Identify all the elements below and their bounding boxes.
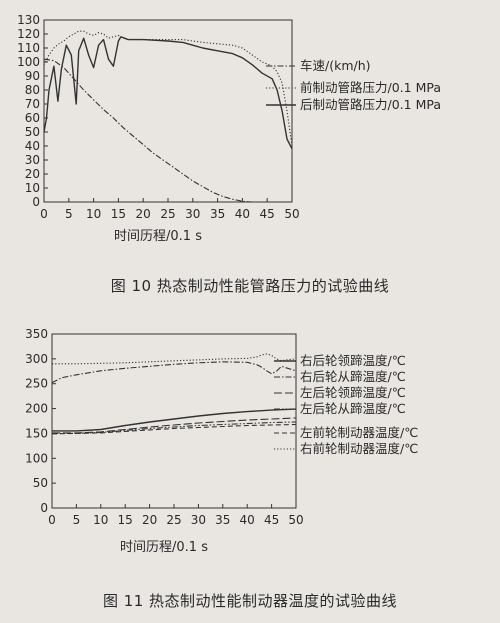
y-tick-label: 100 — [25, 451, 48, 465]
x-tick-label: 40 — [240, 513, 255, 527]
y-tick-label: 50 — [33, 476, 48, 490]
y-tick-label: 60 — [25, 111, 40, 125]
legend-label-1: 右后轮从蹄温度/℃ — [300, 369, 406, 384]
x-tick-label: 50 — [284, 207, 299, 221]
x-tick-label: 10 — [93, 513, 108, 527]
y-tick-label: 20 — [25, 167, 40, 181]
x-axis-label: 时间历程/0.1 s — [120, 540, 208, 555]
y-tick-label: 120 — [17, 27, 40, 41]
x-tick-label: 15 — [111, 207, 126, 221]
x-tick-label: 35 — [210, 207, 225, 221]
y-tick-label: 80 — [25, 83, 40, 97]
y-tick-label: 300 — [25, 352, 48, 366]
x-tick-label: 5 — [65, 207, 73, 221]
figure-10-caption: 图 10 热态制动性能管路压力的试验曲线 — [110, 277, 390, 295]
x-tick-label: 40 — [235, 207, 250, 221]
x-tick-label: 0 — [40, 207, 48, 221]
y-tick-label: 70 — [25, 97, 40, 111]
y-tick-label: 30 — [25, 153, 40, 167]
series-line-0 — [43, 58, 263, 203]
x-axis-label: 时间历程/0.1 s — [114, 229, 202, 244]
x-tick-label: 50 — [288, 513, 303, 527]
series-line-1 — [43, 30, 293, 147]
series-line-1 — [51, 361, 297, 384]
series-line-2 — [52, 417, 297, 434]
y-tick-label: 110 — [17, 41, 40, 55]
x-tick-label: 10 — [86, 207, 101, 221]
legend-label-0: 车速/(km/h) — [300, 58, 371, 73]
legend-label-1: 前制动管路压力/0.1 MPa — [300, 80, 441, 95]
legend-label-2: 左后轮领蹄温度/℃ — [300, 385, 406, 400]
x-tick-label: 20 — [142, 513, 157, 527]
legend-label-5: 右前轮制动器温度/℃ — [300, 441, 418, 456]
series-line-0 — [52, 408, 297, 432]
x-tick-label: 45 — [264, 513, 279, 527]
plot-frame — [51, 333, 297, 509]
y-tick-label: 40 — [25, 139, 40, 153]
y-tick-label: 0 — [32, 195, 40, 209]
legend-label-0: 右后轮领蹄温度/℃ — [300, 353, 406, 368]
x-tick-label: 30 — [185, 207, 200, 221]
series-line-5 — [52, 353, 297, 365]
x-tick-label: 25 — [160, 207, 175, 221]
y-tick-label: 100 — [17, 55, 40, 69]
y-tick-label: 130 — [17, 13, 40, 27]
y-tick-label: 200 — [25, 402, 48, 416]
y-tick-label: 10 — [25, 181, 40, 195]
plot-frame — [43, 19, 293, 203]
y-tick-label: 350 — [25, 327, 48, 341]
x-tick-label: 35 — [215, 513, 230, 527]
y-tick-label: 150 — [25, 426, 48, 440]
y-tick-label: 50 — [25, 125, 40, 139]
x-tick-label: 30 — [191, 513, 206, 527]
x-tick-label: 0 — [48, 513, 56, 527]
legend-label-4: 左前轮制动器温度/℃ — [300, 425, 418, 440]
series-line-3 — [52, 421, 297, 434]
y-tick-label: 90 — [25, 69, 40, 83]
figure-11-caption: 图 11 热态制动性能制动器温度的试验曲线 — [102, 592, 398, 610]
legend-label-3: 左后轮从蹄温度/℃ — [300, 401, 406, 416]
legend-label-2: 后制动管路压力/0.1 MPa — [300, 97, 441, 112]
y-tick-label: 0 — [40, 501, 48, 515]
y-tick-label: 250 — [25, 377, 48, 391]
chart-brake-temperature: 0 50 100 150 200 250 300 350 0 5 10 15 20 25 30 35 40 45 5… — [25, 327, 418, 555]
x-tick-label: 5 — [73, 513, 81, 527]
x-tick-label: 45 — [260, 207, 275, 221]
x-tick-label: 20 — [136, 207, 151, 221]
series-line-2 — [43, 36, 293, 150]
x-tick-label: 15 — [118, 513, 133, 527]
x-tick-label: 25 — [166, 513, 181, 527]
series-line-4 — [51, 423, 297, 435]
